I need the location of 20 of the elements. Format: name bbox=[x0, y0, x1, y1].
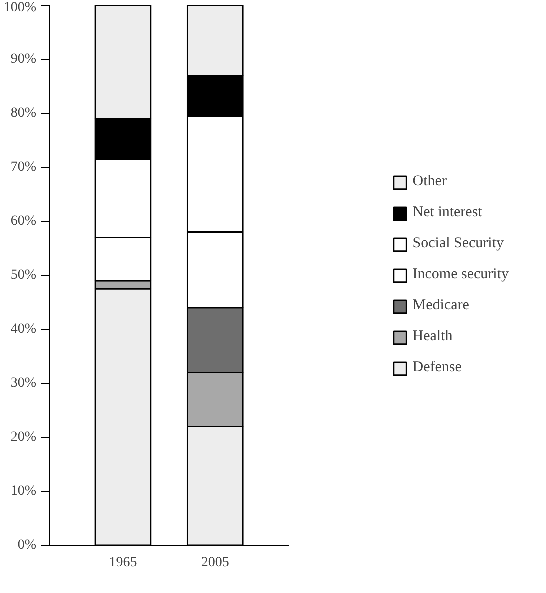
legend-label: Defense bbox=[412, 360, 462, 376]
y-tick-label: 60% bbox=[10, 214, 37, 229]
y-tick-label: 0% bbox=[18, 538, 37, 553]
y-tick-label: 70% bbox=[10, 160, 37, 175]
y-tick-label: 90% bbox=[10, 52, 37, 67]
y-tick-label: 80% bbox=[10, 106, 37, 121]
legend-label: Net interest bbox=[412, 204, 482, 222]
y-tick-label: 100% bbox=[4, 0, 37, 16]
y-tick-label: 20% bbox=[10, 430, 37, 445]
y-tick-label: 50% bbox=[10, 268, 37, 283]
legend-label: Medicare bbox=[412, 298, 470, 314]
x-tick-label: 1965 bbox=[109, 556, 138, 570]
y-tick-label: 10% bbox=[10, 484, 37, 499]
x-tick-label: 2005 bbox=[201, 556, 230, 570]
legend-label: Income security bbox=[412, 266, 509, 284]
legend-label: Health bbox=[412, 328, 453, 346]
y-tick-label: 30% bbox=[10, 376, 37, 391]
legend-label: Social Security bbox=[412, 236, 504, 252]
legend-label: Other bbox=[412, 174, 447, 190]
y-tick-label: 40% bbox=[10, 322, 37, 337]
